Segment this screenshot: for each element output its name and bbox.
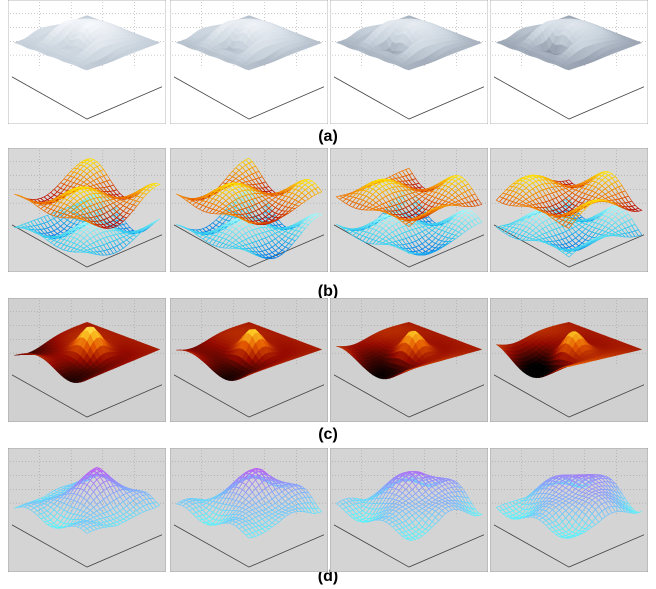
surface-plot [8,148,166,272]
surface-plot [8,0,166,124]
row-label: (a) [0,128,656,146]
surface-plot [490,148,648,272]
surface-plot [170,148,328,272]
row-label: (c) [0,426,656,444]
plot-background [8,148,166,272]
surface-plot [490,0,648,124]
surface-plot [330,0,488,124]
surface-plot [170,0,328,124]
figure: (a) (b) (c) (d) [0,0,656,589]
surface-plot [330,148,488,272]
